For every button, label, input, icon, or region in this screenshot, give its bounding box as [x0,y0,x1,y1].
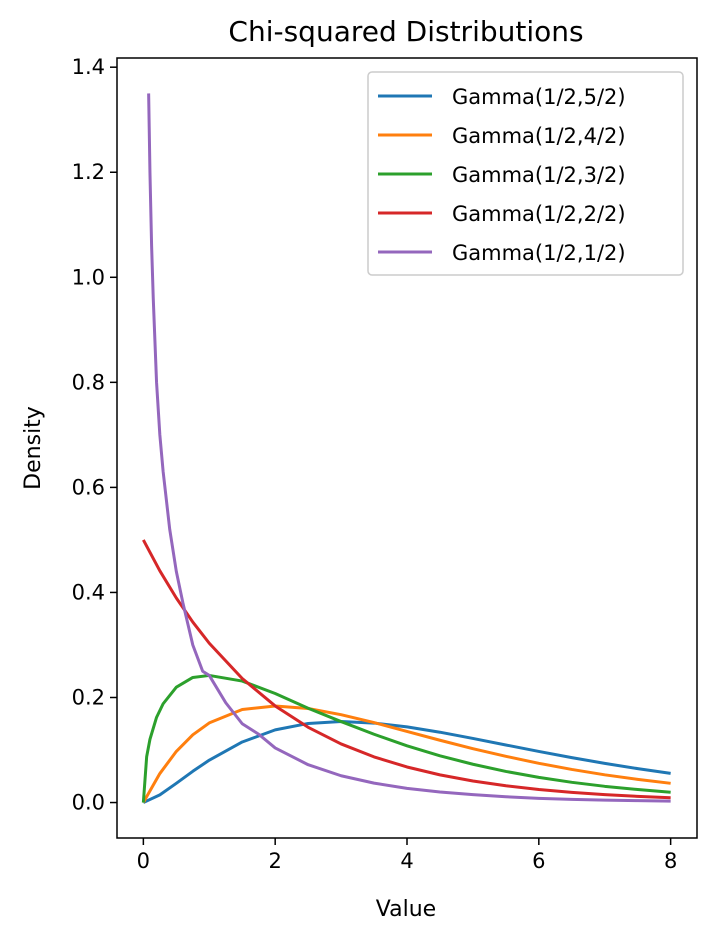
y-tick-label: 1.2 [72,160,105,184]
series-line-4 [142,539,671,800]
legend-label: Gamma(1/2,4/2) [452,124,626,148]
series-line-3 [141,673,671,803]
series-line-5 [147,93,671,803]
y-tick-label: 1.0 [72,265,105,289]
legend: Gamma(1/2,5/2) Gamma(1/2,4/2) Gamma(1/2,3/… [367,71,684,276]
x-tick-label: 4 [400,849,413,873]
y-tick-label: 0.0 [72,791,105,815]
x-axis: 0 2 4 6 8 [137,838,677,873]
legend-label: Gamma(1/2,2/2) [452,202,626,226]
y-tick-label: 0.4 [72,580,105,604]
series-line-1 [142,720,671,804]
legend-label: Gamma(1/2,1/2) [452,241,626,265]
y-axis-label: Density [21,406,46,490]
y-tick-label: 0.2 [72,685,105,709]
x-axis-label: Value [376,897,436,922]
legend-label: Gamma(1/2,3/2) [452,163,626,187]
legend-box [367,71,684,276]
y-tick-label: 0.6 [72,475,105,499]
plot-lines [141,93,671,804]
y-tick-label: 0.8 [72,370,105,394]
x-tick-label: 0 [137,849,150,873]
legend-label: Gamma(1/2,5/2) [452,85,626,109]
y-tick-label: 1.4 [72,55,105,79]
chart-title: Chi-squared Distributions [228,15,583,48]
x-tick-label: 2 [268,849,281,873]
y-axis: 0.0 0.2 0.4 0.6 0.8 1.0 1.2 1.4 [72,55,117,815]
x-tick-label: 6 [532,849,545,873]
x-tick-label: 8 [664,849,677,873]
series-line-2 [142,704,671,804]
